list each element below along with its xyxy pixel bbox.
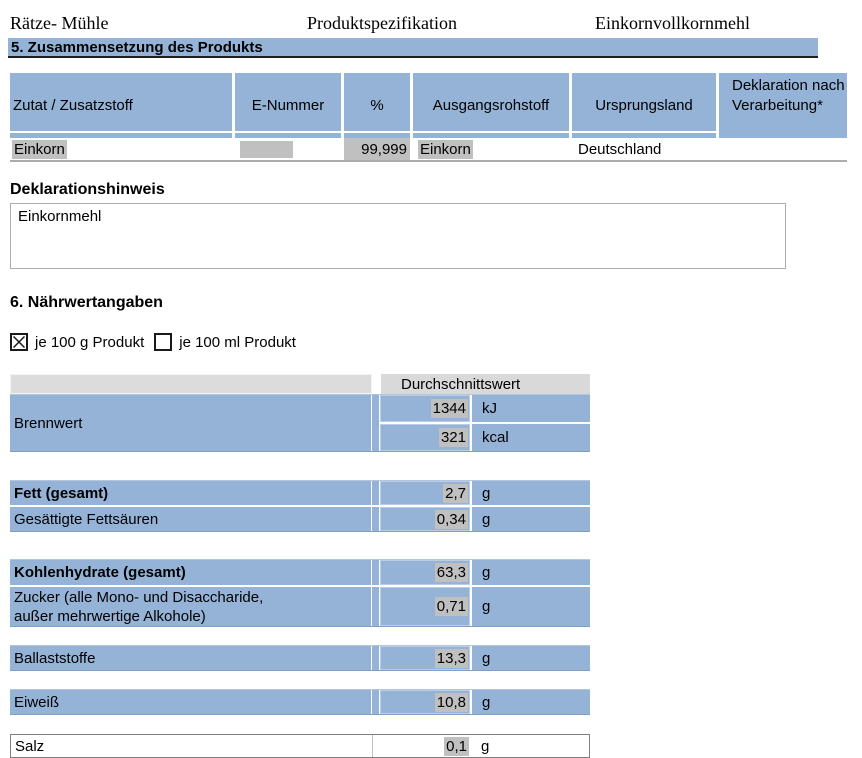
cell-enummer xyxy=(235,138,341,160)
nutrient-row-kohlenhydrate: Kohlenhydrate (gesamt) 63,3 g xyxy=(10,560,590,585)
nutrition-header-row: Durchschnittswert xyxy=(10,374,590,394)
energy-row-kj: 1344 kJ xyxy=(380,395,590,422)
nutrient-row-gesaettigte: Gesättigte Fettsäuren 0,34 g xyxy=(10,507,590,531)
energy-kcal-form-field[interactable]: 321 xyxy=(438,428,468,447)
nutrient-unit: g xyxy=(470,481,590,505)
nutrient-value-form-field[interactable]: 63,3 xyxy=(434,563,468,582)
nutrient-label: Salz xyxy=(11,735,373,757)
cell-zutat: Einkorn xyxy=(10,138,232,160)
nutrient-label: Ballaststoffe xyxy=(10,646,372,670)
nutrient-label: Zucker (alle Mono- und Disaccharide, auß… xyxy=(10,587,372,626)
cell-deklaration xyxy=(719,138,847,160)
prozent-form-field[interactable]: 99,999 xyxy=(344,138,410,160)
energy-kj-form-field[interactable]: 1344 xyxy=(430,399,468,418)
composition-table: Zutat / Zusatzstoff E-Nummer % Ausgangsr… xyxy=(10,73,847,162)
nutrition-header-durchschnittswert: Durchschnittswert xyxy=(381,374,590,394)
nutrient-unit: g xyxy=(481,737,490,755)
nutrient-row-ballaststoffe: Ballaststoffe 13,3 g xyxy=(10,646,590,670)
energy-label: Brennwert xyxy=(10,395,372,451)
section-5-heading: 5. Zusammensetzung des Produkts xyxy=(8,38,818,58)
nutrient-value-form-field[interactable]: 2,7 xyxy=(443,483,468,503)
nutrition-header-empty-cell xyxy=(10,374,372,394)
nutrient-value-form-field[interactable]: 10,8 xyxy=(434,692,468,712)
fat-block: Fett (gesamt) 2,7 g Gesättigte Fettsäure… xyxy=(10,480,590,532)
nutrient-value-form-field[interactable]: 13,3 xyxy=(434,648,468,668)
column-header-ursprungsland: Ursprungsland xyxy=(572,73,716,138)
composition-data-row: Einkorn 99,999 Einkorn Deutschland xyxy=(10,138,847,162)
nutrient-unit: g xyxy=(470,507,590,531)
carbs-block: Kohlenhydrate (gesamt) 63,3 g Zucker (al… xyxy=(10,559,590,627)
nutrient-unit: g xyxy=(470,560,590,585)
basis-options-row: je 100 g Produkt je 100 ml Produkt xyxy=(10,332,862,352)
nutrient-label: Fett (gesamt) xyxy=(10,481,372,505)
company-name: Rätze- Mühle xyxy=(10,13,109,33)
enummer-form-field[interactable] xyxy=(240,140,293,158)
nutrient-row-fett: Fett (gesamt) 2,7 g xyxy=(10,481,590,505)
nutrient-label: Eiweiß xyxy=(10,690,372,714)
nutrient-row-zucker: Zucker (alle Mono- und Disaccharide, auß… xyxy=(10,587,590,626)
protein-block: Eiweiß 10,8 g xyxy=(10,689,590,715)
energy-row-kcal: 321 kcal xyxy=(380,424,590,451)
nutrient-unit: g xyxy=(470,587,590,626)
label-per-100g: je 100 g Produkt xyxy=(35,333,145,351)
column-header-deklaration: Deklaration nach Verarbeitung* xyxy=(719,73,847,138)
deklarationshinweis-heading: Deklarationshinweis xyxy=(10,181,165,198)
zutat-form-field[interactable]: Einkorn xyxy=(12,139,67,159)
composition-header-row: Zutat / Zusatzstoff E-Nummer % Ausgangsr… xyxy=(10,73,847,138)
cell-ursprungsland: Deutschland xyxy=(578,140,662,158)
nutrient-value-form-field[interactable]: 0,1 xyxy=(444,736,469,756)
column-header-enummer: E-Nummer xyxy=(235,73,341,138)
ausgangsrohstoff-form-field[interactable]: Einkorn xyxy=(418,139,473,159)
column-header-zutat: Zutat / Zusatzstoff xyxy=(10,73,232,138)
column-header-prozent: % xyxy=(344,73,410,138)
nutrient-row-eiweiss: Eiweiß 10,8 g xyxy=(10,690,590,714)
checkbox-x-icon xyxy=(13,336,25,348)
energy-kcal-unit: kcal xyxy=(470,424,590,451)
document-header: Rätze- Mühle Produktspezifikation Einkor… xyxy=(0,0,862,38)
checkbox-per-100g[interactable] xyxy=(10,333,28,351)
label-per-100ml: je 100 ml Produkt xyxy=(179,333,296,351)
column-header-ausgangsrohstoff: Ausgangsrohstoff xyxy=(413,73,569,138)
nutrition-table: Durchschnittswert Brennwert 1344 kJ 321 … xyxy=(10,374,590,758)
nutrient-unit: g xyxy=(470,646,590,670)
deklarationshinweis-textbox[interactable]: Einkornmehl xyxy=(10,203,786,269)
energy-block: Brennwert 1344 kJ 321 kcal xyxy=(10,394,590,452)
nutrient-row-salz: Salz 0,1 g xyxy=(10,734,590,758)
nutrient-value-form-field[interactable]: 0,34 xyxy=(434,509,468,529)
document-title: Produktspezifikation xyxy=(307,13,457,33)
product-name: Einkornvollkornmehl xyxy=(595,13,750,33)
nutrient-label: Gesättigte Fettsäuren xyxy=(10,507,372,531)
nutrient-label: Kohlenhydrate (gesamt) xyxy=(10,560,372,585)
fiber-block: Ballaststoffe 13,3 g xyxy=(10,645,590,671)
nutrient-unit: g xyxy=(470,690,590,714)
nutrient-value-form-field[interactable]: 0,71 xyxy=(434,597,468,616)
section-6-heading: 6. Nährwertangaben xyxy=(10,294,163,311)
checkbox-per-100ml[interactable] xyxy=(154,333,173,351)
cell-ausgangsrohstoff: Einkorn xyxy=(413,138,569,160)
energy-kj-unit: kJ xyxy=(470,395,590,422)
